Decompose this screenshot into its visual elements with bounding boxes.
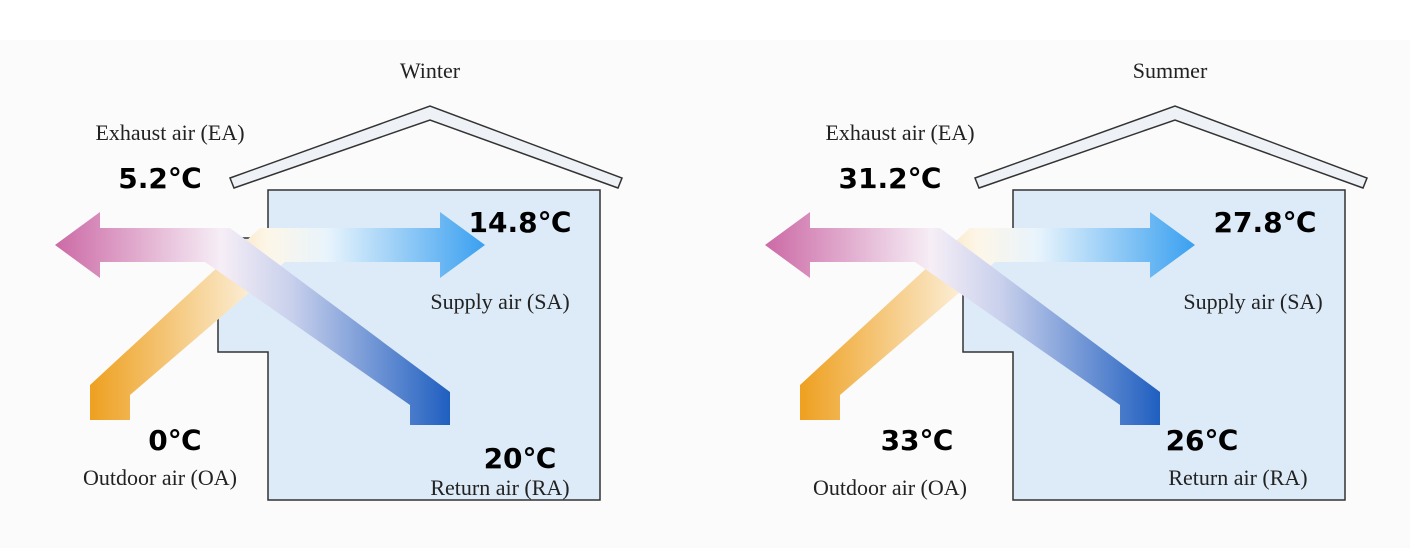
exhaust-label: Exhaust air (EA) <box>825 120 974 145</box>
panel-title: Winter <box>400 58 461 83</box>
outdoor-label: Outdoor air (OA) <box>813 475 967 500</box>
supply-temp: 27.8℃ <box>1214 206 1317 239</box>
supply-label: Supply air (SA) <box>1183 289 1322 314</box>
exhaust-temp: 31.2℃ <box>839 162 942 195</box>
supply-label: Supply air (SA) <box>430 289 569 314</box>
outdoor-label: Outdoor air (OA) <box>83 465 237 490</box>
outdoor-temp: 0℃ <box>148 424 201 457</box>
exhaust-temp: 5.2℃ <box>118 162 202 195</box>
supply-temp: 14.8℃ <box>469 206 572 239</box>
return-temp: 20℃ <box>484 442 557 475</box>
panel-title: Summer <box>1133 58 1208 83</box>
return-temp: 26℃ <box>1166 424 1239 457</box>
diagram: Winter Exhaust air (EA) 5.2℃ 14.8℃ Suppl… <box>0 0 1410 548</box>
outdoor-temp: 33℃ <box>881 424 954 457</box>
exhaust-label: Exhaust air (EA) <box>95 120 244 145</box>
return-label: Return air (RA) <box>430 475 569 500</box>
return-label: Return air (RA) <box>1168 465 1307 490</box>
